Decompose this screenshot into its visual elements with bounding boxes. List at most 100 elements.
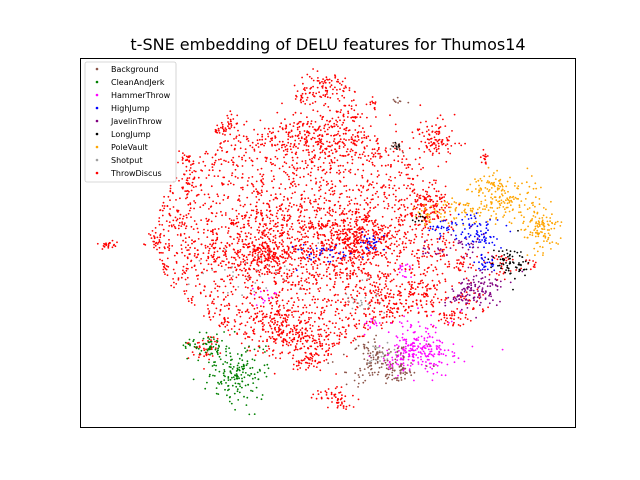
point-throwdiscus: [387, 226, 389, 229]
point-throwdiscus: [401, 283, 404, 286]
point-throwdiscus: [385, 147, 387, 150]
point-throwdiscus: [318, 137, 321, 140]
point-throwdiscus: [311, 102, 314, 104]
point-throwdiscus: [233, 126, 236, 129]
point-throwdiscus: [167, 265, 170, 268]
point-polevault: [455, 217, 458, 219]
point-throwdiscus: [385, 258, 388, 260]
point-throwdiscus: [297, 257, 300, 260]
point-throwdiscus: [227, 232, 229, 234]
point-throwdiscus: [322, 162, 325, 164]
point-throwdiscus: [377, 226, 380, 229]
point-throwdiscus: [300, 320, 302, 323]
point-throwdiscus: [257, 269, 260, 272]
point-throwdiscus: [372, 229, 375, 232]
point-throwdiscus: [445, 160, 448, 163]
point-throwdiscus: [161, 224, 164, 226]
point-throwdiscus: [439, 114, 442, 117]
point-throwdiscus: [184, 293, 186, 295]
point-throwdiscus: [238, 194, 241, 197]
point-throwdiscus: [383, 232, 386, 235]
point-throwdiscus: [348, 228, 351, 231]
point-throwdiscus: [430, 303, 433, 306]
point-throwdiscus: [189, 167, 192, 169]
point-throwdiscus: [294, 238, 296, 241]
point-throwdiscus: [150, 237, 153, 240]
point-throwdiscus: [261, 191, 263, 194]
point-throwdiscus: [300, 266, 303, 268]
point-throwdiscus: [301, 193, 303, 196]
point-throwdiscus: [259, 236, 262, 239]
point-throwdiscus: [341, 394, 343, 396]
point-throwdiscus: [320, 223, 323, 226]
point-throwdiscus: [364, 327, 367, 329]
point-throwdiscus: [211, 166, 214, 169]
point-throwdiscus: [352, 134, 354, 136]
point-throwdiscus: [324, 239, 327, 242]
point-throwdiscus: [328, 151, 331, 153]
point-throwdiscus: [235, 209, 238, 212]
point-throwdiscus: [364, 242, 367, 244]
point-throwdiscus: [444, 299, 447, 301]
point-throwdiscus: [345, 408, 347, 410]
point-throwdiscus: [282, 150, 285, 152]
point-throwdiscus: [324, 89, 327, 92]
point-throwdiscus: [295, 94, 297, 97]
point-throwdiscus: [300, 112, 302, 115]
point-throwdiscus: [287, 314, 290, 316]
point-throwdiscus: [387, 246, 389, 248]
point-hammerthrow: [423, 337, 426, 340]
point-polevault: [545, 216, 548, 219]
point-throwdiscus: [407, 163, 410, 166]
point-throwdiscus: [434, 182, 437, 184]
point-throwdiscus: [257, 264, 260, 267]
point-throwdiscus: [293, 301, 296, 304]
point-throwdiscus: [327, 388, 330, 390]
point-throwdiscus: [271, 241, 274, 244]
point-throwdiscus: [234, 288, 237, 291]
point-throwdiscus: [183, 254, 186, 257]
point-throwdiscus: [271, 265, 274, 268]
point-throwdiscus: [171, 225, 173, 228]
point-throwdiscus: [192, 160, 195, 163]
point-polevault: [454, 209, 457, 212]
point-throwdiscus: [210, 343, 213, 345]
point-throwdiscus: [236, 236, 239, 239]
point-throwdiscus: [293, 172, 296, 175]
point-throwdiscus: [331, 222, 334, 224]
point-throwdiscus: [300, 94, 303, 97]
point-throwdiscus: [363, 199, 366, 202]
point-throwdiscus: [436, 241, 439, 243]
point-throwdiscus: [411, 253, 413, 256]
point-throwdiscus: [260, 256, 263, 258]
point-throwdiscus: [214, 228, 217, 231]
point-polevault: [490, 196, 492, 199]
point-throwdiscus: [305, 268, 308, 271]
point-throwdiscus: [354, 285, 357, 288]
point-throwdiscus: [239, 227, 242, 230]
point-throwdiscus: [268, 355, 271, 357]
point-throwdiscus: [421, 131, 424, 134]
point-throwdiscus: [226, 242, 229, 244]
point-throwdiscus: [340, 397, 343, 400]
point-throwdiscus: [256, 246, 259, 249]
point-throwdiscus: [319, 125, 321, 128]
point-polevault: [540, 186, 542, 189]
point-polevault: [462, 203, 465, 206]
point-throwdiscus: [392, 150, 395, 153]
point-throwdiscus: [304, 280, 306, 282]
point-throwdiscus: [338, 317, 341, 320]
point-throwdiscus: [367, 328, 369, 331]
point-throwdiscus: [385, 234, 388, 237]
point-throwdiscus: [228, 304, 231, 307]
point-throwdiscus: [255, 291, 257, 294]
point-throwdiscus: [377, 196, 380, 198]
point-throwdiscus: [307, 173, 310, 176]
point-polevault: [504, 211, 507, 214]
point-throwdiscus: [193, 207, 196, 210]
point-throwdiscus: [284, 339, 287, 342]
point-throwdiscus: [178, 179, 180, 182]
point-throwdiscus: [336, 401, 339, 404]
point-throwdiscus: [216, 236, 219, 239]
point-throwdiscus: [300, 257, 303, 260]
